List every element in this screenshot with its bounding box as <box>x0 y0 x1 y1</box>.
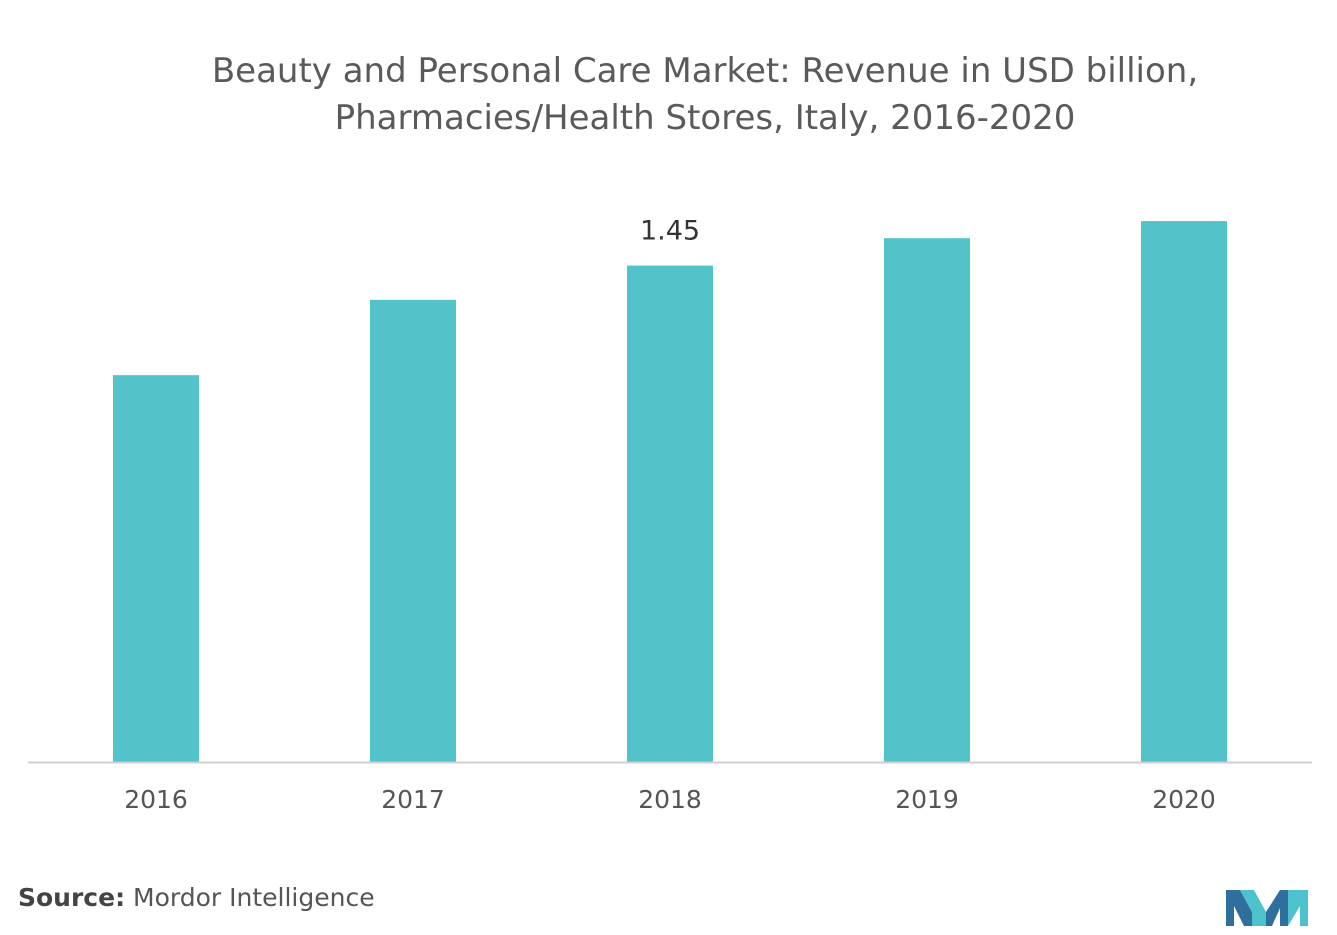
bar-2016 <box>113 375 199 762</box>
x-tick-label-2020: 2020 <box>1152 785 1216 814</box>
mordor-intelligence-logo-icon <box>1226 890 1308 926</box>
source-label: Source: <box>18 883 126 912</box>
x-tick-label-2018: 2018 <box>638 785 702 814</box>
bar-2017 <box>370 299 456 762</box>
bar-2018 <box>627 265 713 762</box>
chart-title: Beauty and Personal Care Market: Revenue… <box>0 48 1337 142</box>
bar-2020 <box>1141 221 1227 763</box>
chart-title-line-1: Beauty and Personal Care Market: Revenue… <box>211 51 1199 91</box>
source-text: Mordor Intelligence <box>125 883 375 912</box>
chart-title-line-2: Pharmacies/Health Stores, Italy, 2016-20… <box>334 98 1076 138</box>
bar-2019 <box>884 238 970 762</box>
data-label-2018: 1.45 <box>640 216 700 247</box>
source-note: Source: Mordor Intelligence <box>18 883 375 912</box>
x-tick-label-2019: 2019 <box>895 785 959 814</box>
x-tick-label-2016: 2016 <box>124 785 188 814</box>
x-tick-label-2017: 2017 <box>381 785 445 814</box>
